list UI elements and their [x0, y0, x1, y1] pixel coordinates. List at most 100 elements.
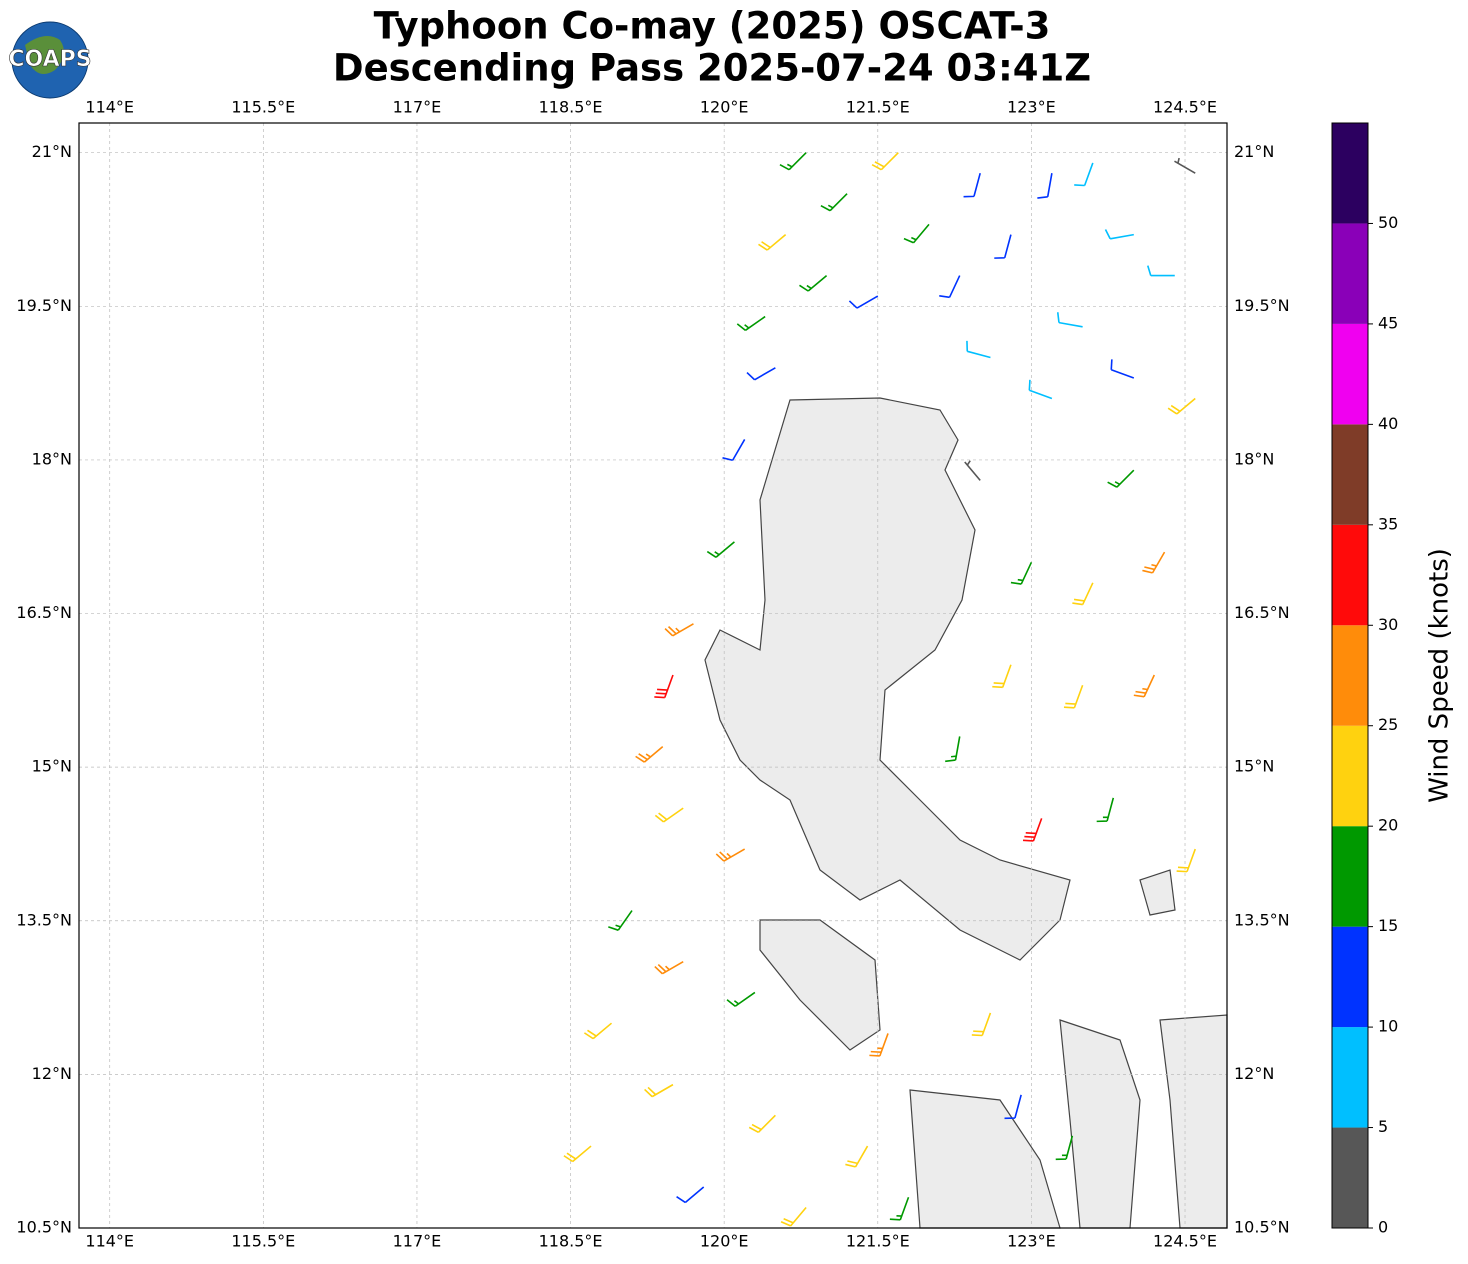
- wind-barb: [820, 193, 848, 212]
- wind-barb: [1022, 818, 1043, 842]
- x-tick-label: 120°E: [700, 98, 749, 117]
- wind-barb: [799, 274, 828, 292]
- colorbar-segment: [1332, 1027, 1368, 1128]
- x-tick-label: 120°E: [700, 1232, 749, 1251]
- wind-barb: [871, 152, 899, 171]
- wind-barb: [1167, 397, 1196, 415]
- colorbar-tick-label: 40: [1378, 414, 1398, 433]
- wind-barb: [706, 541, 735, 558]
- wind-barb: [608, 910, 633, 931]
- colorbar-tick-label: 10: [1378, 1017, 1398, 1036]
- colorbar-tick-label: 5: [1378, 1117, 1388, 1136]
- x-tick-label: 118.5°E: [539, 1232, 603, 1251]
- wind-barb: [845, 1145, 869, 1168]
- wind-barb: [1010, 561, 1033, 585]
- colorbar-label: Wind Speed (knots): [1425, 548, 1455, 803]
- x-tick-label: 124.5°E: [1153, 1232, 1217, 1251]
- colorbar-tick-label: 0: [1378, 1218, 1388, 1237]
- wind-barb: [1147, 265, 1175, 277]
- wind-barb: [971, 1012, 992, 1037]
- wind-barb: [635, 746, 664, 763]
- luzon: [704, 397, 1071, 961]
- y-tick-label: 13.5°N: [1234, 910, 1290, 929]
- x-tick-label: 115.5°E: [231, 98, 295, 117]
- colorbar-segment: [1332, 424, 1368, 525]
- wind-barb: [722, 439, 746, 462]
- y-tick-label: 10.5°N: [1234, 1218, 1290, 1237]
- title: Typhoon Co-may (2025) OSCAT-3: [374, 5, 1051, 48]
- y-tick-label: 12°N: [1234, 1064, 1274, 1083]
- wind-barb: [1104, 229, 1134, 240]
- colorbar-tick-label: 35: [1378, 514, 1398, 533]
- wind-barb: [644, 1083, 674, 1098]
- wind-barb: [1055, 1135, 1074, 1161]
- y-tick-label: 16.5°N: [1234, 603, 1290, 622]
- y-tick-label: 15°N: [1234, 757, 1274, 776]
- colorbar-segment: [1332, 123, 1368, 224]
- logo: COAPS: [8, 21, 92, 99]
- wind-barb: [726, 991, 756, 1007]
- wind-barb: [966, 340, 991, 359]
- y-tick-label: 18°N: [1234, 449, 1274, 468]
- wind-barb: [1063, 684, 1084, 709]
- wind-barb: [964, 460, 981, 481]
- wind-barb: [664, 623, 694, 637]
- wind-barb: [1037, 173, 1053, 199]
- wind-barb: [676, 1186, 705, 1204]
- wind-barb: [939, 275, 961, 299]
- logo-land: [25, 36, 64, 74]
- colorbar-segment: [1332, 725, 1368, 827]
- colorbar-tick-label: 50: [1378, 213, 1398, 232]
- wind-barb: [945, 736, 961, 763]
- y-tick-label: 10.5°N: [16, 1218, 72, 1237]
- wind-barb: [1107, 469, 1135, 488]
- x-tick-label: 117°E: [393, 98, 442, 117]
- x-tick-label: 123°E: [1007, 1232, 1056, 1251]
- wind-barb: [715, 848, 746, 862]
- x-tick-label: 123°E: [1007, 98, 1056, 117]
- y-tick-label: 12°N: [32, 1064, 72, 1083]
- y-tick-label: 19.5°N: [1234, 296, 1290, 315]
- wind-barb: [583, 1022, 613, 1040]
- x-tick-label: 117°E: [393, 1232, 442, 1251]
- y-tick-label: 21°N: [1234, 142, 1274, 161]
- y-tick-label: 13.5°N: [16, 910, 72, 929]
- y-tick-label: 18°N: [32, 449, 72, 468]
- colorbar-tick-label: 15: [1378, 916, 1398, 935]
- colorbar-tick-label: 45: [1378, 313, 1398, 332]
- colorbar-segment: [1332, 625, 1368, 726]
- colorbar-tick-label: 25: [1378, 715, 1398, 734]
- samar: [1159, 1014, 1228, 1229]
- colorbar-segment: [1332, 223, 1368, 324]
- wind-barb: [1174, 157, 1196, 174]
- y-tick-label: 15°N: [32, 757, 72, 776]
- wind-barb: [889, 1197, 910, 1221]
- wind-barb: [748, 1114, 776, 1134]
- colorbar-tick-label: 20: [1378, 816, 1398, 835]
- wind-barb: [654, 807, 684, 823]
- colorbar-frame: [1331, 122, 1369, 1229]
- wind-barb: [1028, 379, 1053, 400]
- wind-barb: [869, 1033, 889, 1057]
- x-tick-label: 114°E: [85, 98, 134, 117]
- wind-barb: [992, 664, 1012, 689]
- wind-barb: [1142, 551, 1166, 574]
- wind-barb: [1072, 582, 1094, 606]
- x-tick-label: 118.5°E: [539, 98, 603, 117]
- subtitle: Descending Pass 2025-07-24 03:41Z: [333, 47, 1091, 90]
- wind-barb: [1110, 359, 1135, 379]
- x-tick-label: 124.5°E: [1153, 98, 1217, 117]
- wind-barb: [1004, 1094, 1022, 1120]
- catanduanes: [1139, 869, 1176, 916]
- panay: [909, 1089, 1061, 1229]
- wind-barb: [746, 367, 776, 381]
- wind-barb: [994, 234, 1012, 259]
- wind-barb: [1074, 162, 1094, 187]
- logo-text: COAPS: [8, 47, 91, 72]
- colorbar-segment: [1332, 524, 1368, 626]
- wind-barb: [780, 1207, 807, 1227]
- wind-barb: [848, 295, 879, 309]
- x-tick-label: 115.5°E: [231, 1232, 295, 1251]
- wind-barb: [563, 1145, 592, 1163]
